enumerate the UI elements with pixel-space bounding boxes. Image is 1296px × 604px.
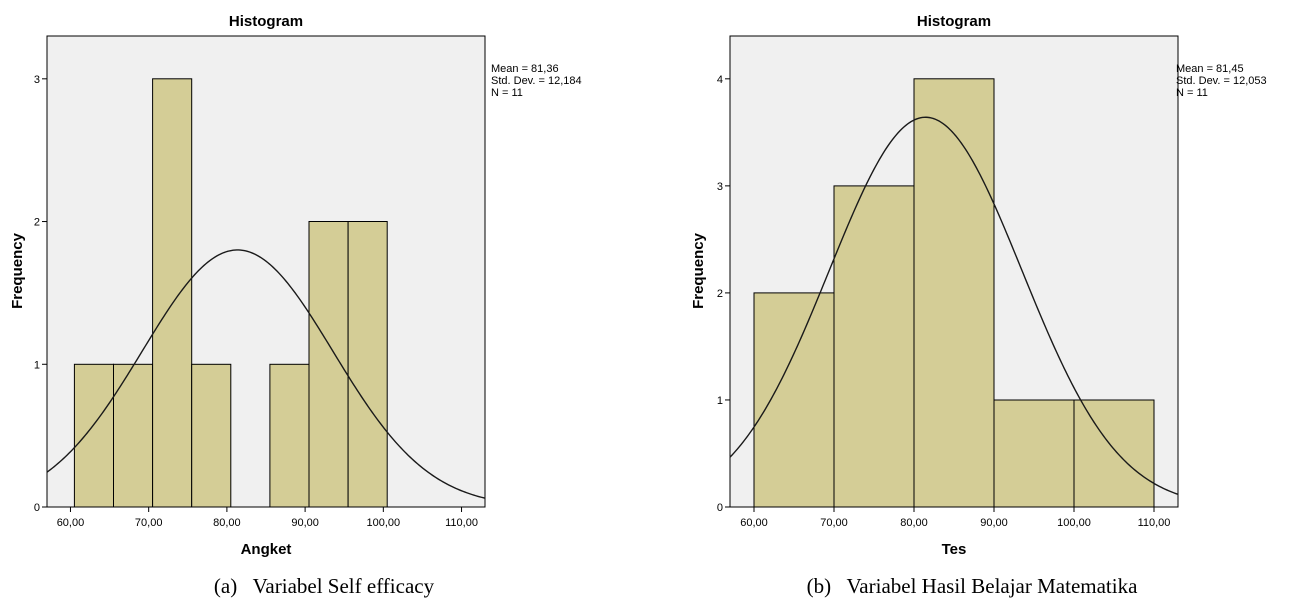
x-tick-label: 110,00 <box>1138 517 1171 529</box>
normal-curve <box>729 116 1179 495</box>
y-tick-label: 2 <box>34 217 40 229</box>
y-tick-label: 0 <box>717 502 723 514</box>
x-tick-label: 110,00 <box>445 517 478 529</box>
stat-std-dev: Std. Dev. = 12,053 <box>1176 75 1267 87</box>
y-tick-label: 3 <box>34 74 40 86</box>
y-tick-label: 1 <box>717 395 723 407</box>
histogram-bar <box>347 221 388 508</box>
stat-mean: Mean = 81,36 <box>491 63 559 75</box>
histogram-bars <box>73 78 388 508</box>
histogram-bar <box>913 78 995 508</box>
x-axis-label: Angket <box>241 541 292 558</box>
histogram-bar <box>833 185 915 508</box>
y-tick-label: 3 <box>717 181 723 193</box>
y-tick-label: 4 <box>717 74 723 86</box>
x-tick-label: 70,00 <box>820 517 848 529</box>
histogram-bar <box>152 78 193 508</box>
y-tick-label: 0 <box>34 502 40 514</box>
figure-caption: (b) Variabel Hasil Belajar Matematika <box>648 574 1296 599</box>
histogram-chart-tes: Histogram 60,00 70,00 80,00 90,00 100,00 110,… <box>690 13 1267 558</box>
x-tick-label: 80,00 <box>213 517 241 529</box>
histogram-chart-angket: Histogram 60,00 70,00 80,00 90,00 100,00 110,… <box>9 13 582 558</box>
x-tick-label: 60,00 <box>740 517 768 529</box>
x-tick-label: 100,00 <box>1057 517 1091 529</box>
y-axis-label: Frequency <box>9 232 26 309</box>
figure-caption: (a) Variabel Self efficacy <box>0 574 648 599</box>
histogram-panel-self-efficacy: Histogram 60,00 70,00 80,00 90,00 100,00 110,… <box>0 13 648 599</box>
stat-mean: Mean = 81,45 <box>1176 63 1244 75</box>
x-tick-label: 70,00 <box>135 517 163 529</box>
y-axis-ticks: 0 1 2 3 4 <box>717 74 730 514</box>
chart-title: Histogram <box>917 13 991 30</box>
histogram-bar <box>269 363 310 508</box>
histogram-bar <box>1073 399 1155 508</box>
x-tick-label: 100,00 <box>366 517 400 529</box>
x-tick-label: 90,00 <box>291 517 319 529</box>
y-tick-label: 2 <box>717 288 723 300</box>
histogram-bar <box>113 363 154 508</box>
y-axis-label: Frequency <box>690 232 707 309</box>
histogram-bar <box>308 221 349 508</box>
y-axis-ticks: 0 1 2 3 <box>34 74 47 514</box>
stat-std-dev: Std. Dev. = 12,184 <box>491 75 582 87</box>
caption-text: Variabel Self efficacy <box>252 574 435 598</box>
x-tick-label: 90,00 <box>980 517 1008 529</box>
histogram-bar <box>73 363 114 508</box>
statistics-box: Mean = 81,45 Std. Dev. = 12,053 N = 11 <box>1176 63 1267 99</box>
histogram-bar <box>191 363 232 508</box>
y-tick-label: 1 <box>34 359 40 371</box>
x-axis-label: Tes <box>942 541 967 558</box>
x-axis-ticks: 60,00 70,00 80,00 90,00 100,00 110,00 <box>740 507 1170 529</box>
caption-text: Variabel Hasil Belajar Matematika <box>846 574 1138 598</box>
histogram-panel-hasil-belajar: Histogram 60,00 70,00 80,00 90,00 100,00 110,… <box>648 0 1296 604</box>
stat-n: N = 11 <box>1176 87 1208 99</box>
histogram-bars <box>753 78 1155 508</box>
histogram-bar <box>753 292 835 508</box>
stat-n: N = 11 <box>491 87 523 99</box>
histogram-bar <box>993 399 1075 508</box>
statistics-box: Mean = 81,36 Std. Dev. = 12,184 N = 11 <box>491 63 582 99</box>
caption-label: (a) <box>213 574 238 598</box>
x-axis-ticks: 60,00 70,00 80,00 90,00 100,00 110,00 <box>57 507 478 529</box>
normal-curve <box>46 249 486 499</box>
caption-label: (b) <box>806 574 832 598</box>
x-tick-label: 80,00 <box>900 517 928 529</box>
x-tick-label: 60,00 <box>57 517 85 529</box>
chart-title: Histogram <box>229 13 303 30</box>
